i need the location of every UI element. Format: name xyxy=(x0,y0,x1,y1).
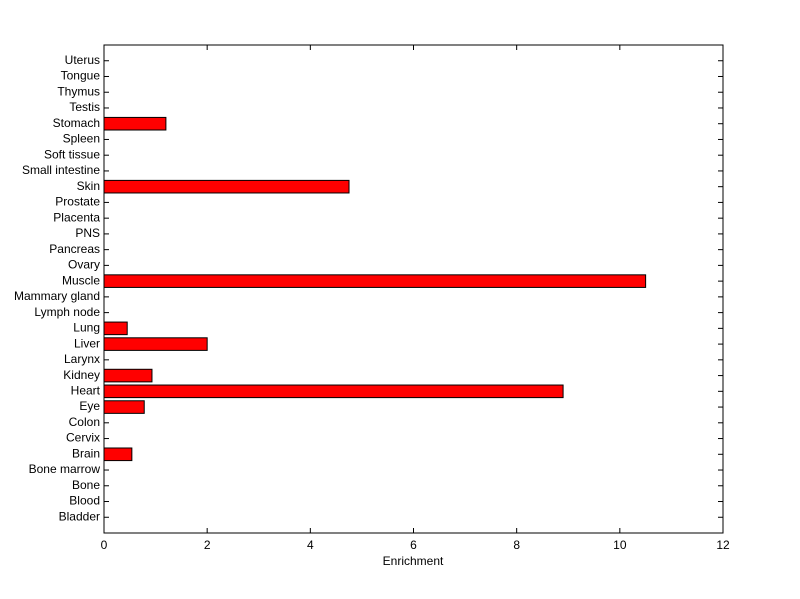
y-tick-label: Liver xyxy=(74,336,100,350)
y-tick-label: Lymph node xyxy=(34,305,100,319)
y-tick-label: Skin xyxy=(77,179,100,193)
y-tick-label: PNS xyxy=(75,226,100,240)
y-tick-label: Muscle xyxy=(62,273,100,287)
plot-frame xyxy=(103,44,724,534)
y-tick-label: Bone xyxy=(72,478,100,492)
y-tick-label: Uterus xyxy=(65,53,100,67)
y-tick-label: Small intestine xyxy=(22,163,100,177)
bar xyxy=(103,368,153,383)
x-tick-label: 12 xyxy=(716,538,730,552)
y-tick-label: Blood xyxy=(69,494,100,508)
y-tick-label: Lung xyxy=(73,321,100,335)
x-axis-label: Enrichment xyxy=(383,554,444,568)
y-tick-label: Brain xyxy=(72,446,100,460)
bar xyxy=(103,321,128,336)
x-tick-label: 6 xyxy=(410,538,417,552)
y-tick-label: Mammary gland xyxy=(14,289,100,303)
x-tick-label: 4 xyxy=(307,538,314,552)
y-tick-label: Pancreas xyxy=(49,242,100,256)
bar xyxy=(103,384,564,399)
y-tick-label: Eye xyxy=(79,399,100,413)
bar xyxy=(103,179,350,194)
x-tick-label: 8 xyxy=(513,538,520,552)
y-tick-label: Placenta xyxy=(53,210,100,224)
y-tick-label: Soft tissue xyxy=(44,147,100,161)
x-tick-label: 10 xyxy=(613,538,627,552)
y-tick-label: Kidney xyxy=(63,368,100,382)
x-tick-label: 0 xyxy=(101,538,108,552)
y-tick-label: Cervix xyxy=(66,431,100,445)
y-tick-label: Bladder xyxy=(59,509,100,523)
y-tick-label: Bone marrow xyxy=(29,462,101,476)
y-tick-label: Stomach xyxy=(53,116,100,130)
y-tick-label: Ovary xyxy=(68,258,100,272)
y-tick-label: Colon xyxy=(69,415,100,429)
x-tick-label: 2 xyxy=(204,538,211,552)
bar xyxy=(103,447,133,462)
bar xyxy=(103,337,208,351)
bar xyxy=(103,274,647,288)
y-tick-label: Testis xyxy=(69,100,100,114)
bar xyxy=(103,116,167,131)
y-tick-label: Spleen xyxy=(63,132,100,146)
y-tick-label: Thymus xyxy=(57,84,100,98)
y-tick-label: Tongue xyxy=(61,69,101,83)
bar xyxy=(103,400,145,414)
y-tick-label: Larynx xyxy=(64,352,100,366)
y-tick-label: Prostate xyxy=(55,195,100,209)
y-tick-label: Heart xyxy=(71,383,101,397)
